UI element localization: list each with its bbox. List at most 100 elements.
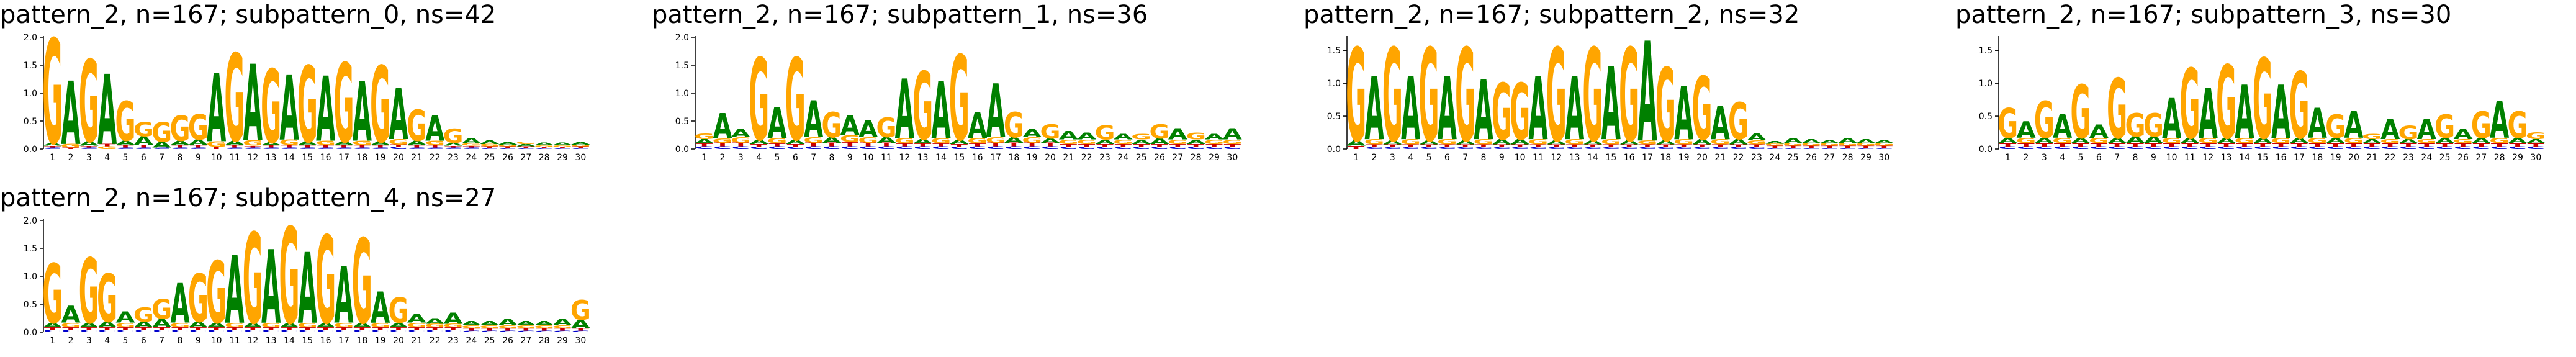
svg-text:T: T — [2509, 142, 2526, 148]
svg-text:C: C — [426, 147, 444, 149]
logo-letter-T: T — [2327, 142, 2344, 148]
x-tick-label: 5 — [775, 153, 780, 163]
x-tick-label: 17 — [990, 153, 1001, 163]
x-tick-label: 20 — [1045, 153, 1056, 163]
svg-text:T: T — [1876, 145, 1893, 148]
svg-text:T: T — [2473, 142, 2490, 148]
x-tick-label: 3 — [2042, 153, 2047, 163]
logo-letter-G: G — [534, 325, 554, 329]
svg-text:C: C — [116, 147, 135, 149]
svg-text:T: T — [426, 327, 444, 331]
x-tick-label: 27 — [1824, 153, 1835, 163]
logo-letter-C: C — [389, 329, 408, 333]
logo-letter-T: T — [932, 143, 950, 147]
logo-letter-G: G — [315, 139, 336, 147]
logo-letter-T: T — [1439, 143, 1456, 148]
x-tick-label: 9 — [847, 153, 853, 163]
logo-letter-T: T — [1096, 143, 1114, 148]
logo-letter-T: T — [171, 145, 189, 148]
svg-text:T: T — [969, 143, 986, 147]
logo-letter-T: T — [190, 327, 207, 331]
svg-text:C: C — [2254, 145, 2272, 150]
svg-text:A: A — [1419, 139, 1439, 145]
logo-letter-A: A — [43, 322, 63, 329]
svg-text:G: G — [261, 322, 281, 329]
svg-text:A: A — [695, 138, 714, 145]
svg-text:C: C — [1547, 147, 1566, 150]
logo-letter-T: T — [1748, 143, 1765, 148]
logo-letter-C: C — [2053, 145, 2072, 150]
logo-letter-T: T — [317, 327, 335, 331]
logo-letter-C: C — [535, 330, 554, 332]
svg-text:A: A — [571, 141, 591, 145]
svg-text:T: T — [171, 327, 189, 331]
logo-letter-T: T — [572, 328, 590, 332]
logo-letter-T: T — [481, 146, 498, 148]
x-tick-label: 6 — [141, 336, 146, 346]
svg-text:C: C — [2326, 145, 2345, 150]
logo-letter-T: T — [518, 328, 535, 332]
logo-letter-G: G — [1601, 137, 1621, 146]
svg-text:G: G — [1855, 142, 1876, 147]
svg-text:A: A — [1040, 137, 1060, 145]
logo-letter-T: T — [2491, 142, 2508, 148]
svg-text:G: G — [2526, 131, 2546, 142]
svg-text:T: T — [2418, 142, 2436, 148]
svg-text:C: C — [389, 329, 408, 333]
svg-text:A: A — [2526, 138, 2546, 144]
x-tick-label: 25 — [2439, 153, 2451, 163]
logo-letter-T: T — [499, 328, 516, 332]
x-tick-label: 7 — [2114, 153, 2120, 163]
svg-text:C: C — [2399, 145, 2418, 150]
svg-text:G: G — [1528, 137, 1548, 146]
svg-text:T: T — [951, 143, 968, 148]
svg-text:G: G — [694, 132, 714, 141]
svg-text:C: C — [1821, 147, 1839, 149]
svg-text:T: T — [1584, 143, 1601, 148]
logo-letter-C: C — [1456, 147, 1475, 150]
logo-letter-A: A — [840, 110, 860, 142]
svg-text:T: T — [732, 142, 750, 148]
logo-letter-T: T — [2364, 142, 2381, 148]
svg-text:A: A — [913, 138, 933, 145]
logo-letter-A: A — [2344, 104, 2363, 147]
logo-letter-C: C — [1675, 147, 1693, 150]
svg-text:G: G — [388, 137, 408, 147]
svg-text:A: A — [353, 65, 372, 160]
logo-letter-A: A — [43, 142, 63, 147]
svg-text:A: A — [61, 64, 80, 165]
svg-text:C: C — [2181, 145, 2199, 150]
svg-text:G: G — [534, 325, 554, 329]
logo-letter-C: C — [2108, 145, 2127, 150]
logo-letter-A: A — [134, 320, 153, 330]
svg-text:G: G — [151, 294, 172, 325]
svg-text:A: A — [2035, 136, 2054, 145]
logo-letter-G: G — [151, 117, 172, 148]
logo-letter-T: T — [135, 327, 153, 331]
logo-letter-C: C — [2472, 145, 2491, 150]
svg-text:A: A — [1637, 14, 1657, 173]
y-tick-label: 2.0 — [675, 33, 689, 43]
svg-text:G: G — [1186, 131, 1206, 142]
svg-text:A: A — [1565, 60, 1584, 160]
svg-text:C: C — [2145, 145, 2163, 150]
x-tick-label: 22 — [430, 153, 441, 163]
logo-letter-G: G — [876, 112, 896, 144]
logo-letter-T: T — [1205, 143, 1223, 148]
logo-letter-T: T — [2473, 142, 2490, 148]
svg-text:C: C — [498, 148, 517, 150]
logo-letter-T: T — [2236, 142, 2253, 148]
svg-text:C: C — [1420, 147, 1438, 150]
svg-text:T: T — [208, 327, 225, 331]
logo-letter-C: C — [1547, 147, 1566, 150]
svg-text:G: G — [1022, 136, 1042, 145]
logo-letter-T: T — [987, 142, 1004, 148]
logo-letter-G: G — [1783, 142, 1803, 147]
svg-text:A: A — [2289, 136, 2308, 145]
svg-text:C: C — [786, 146, 805, 150]
x-tick-label: 2 — [720, 153, 726, 163]
svg-text:G: G — [279, 201, 299, 355]
svg-text:T: T — [444, 145, 462, 148]
logo-letter-G: G — [2507, 104, 2528, 147]
svg-text:T: T — [2345, 142, 2362, 148]
